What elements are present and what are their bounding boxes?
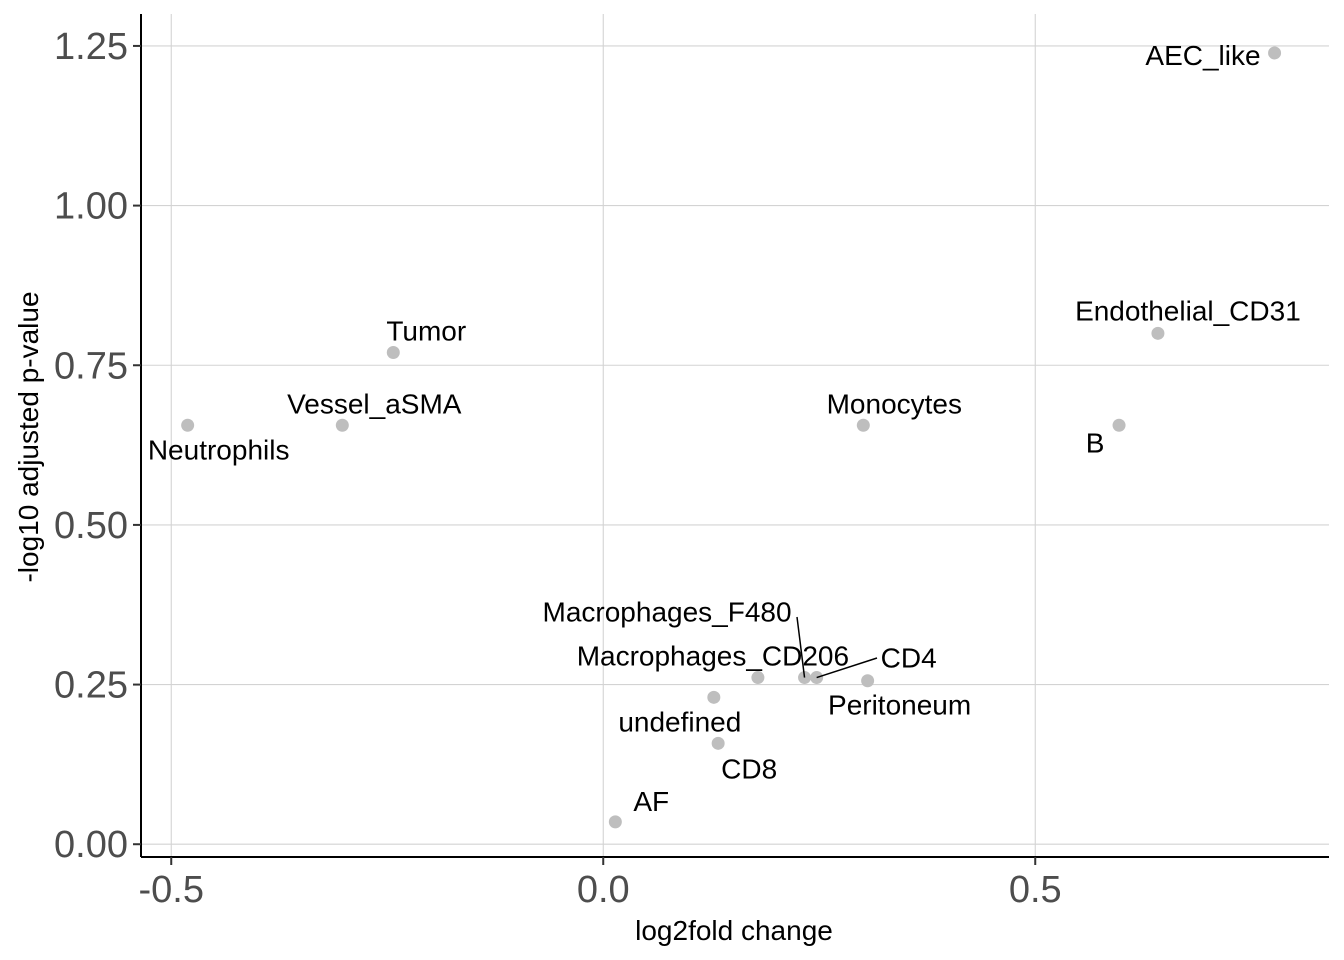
data-point-vessel-asma (335, 418, 349, 432)
data-point-cd8 (711, 736, 725, 750)
axes: -0.5 0.0 0.5 0.00 0.25 0.50 0.75 1.00 1.25 (54, 14, 1329, 911)
leader-line-cd4 (816, 657, 878, 679)
data-points (181, 46, 1282, 829)
leader-line-macrophages-f480 (796, 616, 806, 678)
y-tick-label: 1.00 (54, 186, 128, 228)
y-tick-label: 1.25 (54, 26, 128, 68)
point-label-b: B (1086, 427, 1105, 458)
point-label-vessel-asma: Vessel_aSMA (287, 388, 462, 419)
data-point-b (1112, 418, 1126, 432)
data-point-neutrophils (181, 418, 195, 432)
data-point-macrophages-cd206 (751, 671, 765, 685)
x-axis-title: log2fold change (635, 915, 833, 946)
point-label-cd4: CD4 (881, 643, 937, 674)
point-label-undefined: undefined (618, 706, 741, 737)
point-label-macrophages-f480: Macrophages_F480 (543, 597, 792, 628)
point-label-neutrophils: Neutrophils (148, 434, 290, 465)
data-point-aec-like (1268, 46, 1282, 60)
point-label-monocytes: Monocytes (827, 388, 962, 419)
point-label-aec-like: AEC_like (1145, 40, 1260, 71)
point-label-af: AF (633, 786, 669, 817)
data-point-peritoneum (861, 674, 875, 688)
point-labels: AEC_like Endothelial_CD31 B Monocytes Tumor V… (148, 40, 1301, 817)
data-point-monocytes (856, 418, 870, 432)
x-tick-label: 0.0 (577, 869, 630, 911)
point-label-endothelial-cd31: Endothelial_CD31 (1075, 295, 1301, 326)
data-point-endothelial-cd31 (1151, 326, 1165, 340)
grid (141, 14, 1329, 857)
data-point-undefined (707, 690, 721, 704)
point-label-peritoneum: Peritoneum (828, 690, 971, 721)
y-tick-label: 0.00 (54, 824, 128, 866)
y-tick-label: 0.25 (54, 665, 128, 707)
x-tick-label: -0.5 (138, 869, 203, 911)
y-tick-label: 0.50 (54, 505, 128, 547)
y-axis-title: -log10 adjusted p-value (13, 291, 44, 582)
point-label-macrophages-cd206: Macrophages_CD206 (577, 641, 849, 672)
x-tick-label: 0.5 (1009, 869, 1062, 911)
point-label-tumor: Tumor (386, 315, 466, 346)
data-point-tumor (386, 345, 400, 359)
point-label-cd8: CD8 (721, 753, 777, 784)
y-tick-label: 0.75 (54, 345, 128, 387)
data-point-af (608, 815, 622, 829)
